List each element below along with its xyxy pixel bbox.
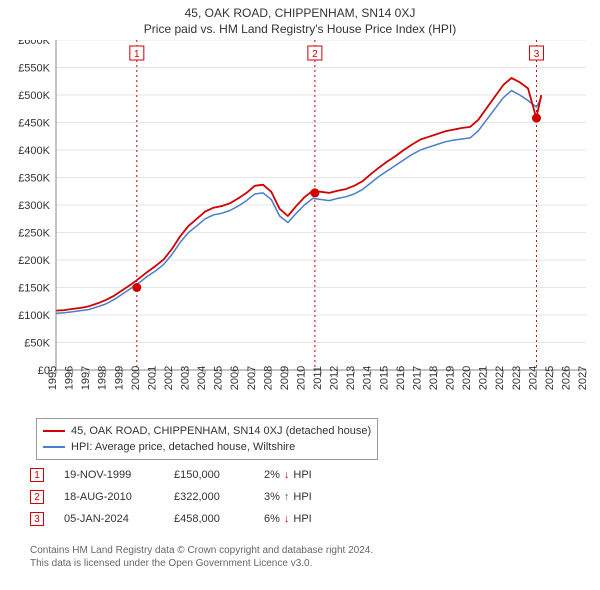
sales-row: 2 18-AUG-2010 £322,000 3%↑HPI bbox=[30, 486, 344, 508]
arrow-down-icon: ↓ bbox=[284, 513, 290, 525]
page-title: 45, OAK ROAD, CHIPPENHAM, SN14 0XJ bbox=[0, 0, 600, 20]
svg-text:2021: 2021 bbox=[478, 366, 490, 390]
svg-text:2017: 2017 bbox=[411, 366, 423, 390]
svg-text:2027: 2027 bbox=[577, 366, 589, 390]
svg-text:2013: 2013 bbox=[345, 366, 357, 390]
svg-text:£450K: £450K bbox=[18, 118, 50, 130]
svg-text:2020: 2020 bbox=[461, 366, 473, 390]
legend-swatch bbox=[43, 430, 65, 432]
svg-text:1996: 1996 bbox=[64, 366, 76, 390]
sale-hpi-delta: 2%↓HPI bbox=[264, 469, 344, 481]
footer-line-1: Contains HM Land Registry data © Crown c… bbox=[30, 544, 373, 557]
sale-date: 19-NOV-1999 bbox=[64, 469, 154, 481]
chart-container: £0£50K£100K£150K£200K£250K£300K£350K£400… bbox=[0, 40, 600, 410]
sale-hpi-delta: 6%↓HPI bbox=[264, 513, 344, 525]
sale-price: £150,000 bbox=[174, 469, 244, 481]
svg-text:2002: 2002 bbox=[163, 366, 175, 390]
svg-text:2024: 2024 bbox=[527, 366, 539, 390]
svg-text:2: 2 bbox=[312, 49, 318, 60]
svg-text:£550K: £550K bbox=[18, 63, 50, 75]
page-subtitle: Price paid vs. HM Land Registry's House … bbox=[0, 20, 600, 40]
svg-text:1: 1 bbox=[134, 49, 140, 60]
sale-marker-id: 3 bbox=[30, 512, 44, 526]
svg-text:2001: 2001 bbox=[146, 366, 158, 390]
legend: 45, OAK ROAD, CHIPPENHAM, SN14 0XJ (deta… bbox=[36, 418, 378, 460]
svg-text:2004: 2004 bbox=[196, 366, 208, 390]
svg-text:2003: 2003 bbox=[180, 366, 192, 390]
legend-row: 45, OAK ROAD, CHIPPENHAM, SN14 0XJ (deta… bbox=[43, 423, 371, 439]
sale-date: 18-AUG-2010 bbox=[64, 491, 154, 503]
svg-text:£200K: £200K bbox=[18, 255, 50, 267]
svg-text:2019: 2019 bbox=[445, 366, 457, 390]
sale-price: £458,000 bbox=[174, 513, 244, 525]
svg-text:1997: 1997 bbox=[80, 366, 92, 390]
sale-price: £322,000 bbox=[174, 491, 244, 503]
svg-text:£400K: £400K bbox=[18, 145, 50, 157]
legend-label: 45, OAK ROAD, CHIPPENHAM, SN14 0XJ (deta… bbox=[71, 423, 371, 439]
svg-text:£150K: £150K bbox=[18, 283, 50, 295]
svg-text:£300K: £300K bbox=[18, 200, 50, 212]
svg-text:2025: 2025 bbox=[544, 366, 556, 390]
svg-text:£350K: £350K bbox=[18, 173, 50, 185]
svg-text:2018: 2018 bbox=[428, 366, 440, 390]
svg-text:£500K: £500K bbox=[18, 90, 50, 102]
svg-text:1998: 1998 bbox=[97, 366, 109, 390]
svg-text:1995: 1995 bbox=[47, 366, 59, 390]
svg-text:3: 3 bbox=[534, 49, 540, 60]
svg-text:£50K: £50K bbox=[24, 338, 50, 350]
svg-text:£100K: £100K bbox=[18, 310, 50, 322]
svg-text:2006: 2006 bbox=[229, 366, 241, 390]
svg-text:2009: 2009 bbox=[279, 366, 291, 390]
svg-text:2014: 2014 bbox=[362, 366, 374, 390]
footer-attribution: Contains HM Land Registry data © Crown c… bbox=[30, 544, 373, 570]
sale-marker-id: 2 bbox=[30, 490, 44, 504]
svg-text:2022: 2022 bbox=[494, 366, 506, 390]
svg-text:2026: 2026 bbox=[560, 366, 572, 390]
svg-text:2000: 2000 bbox=[130, 366, 142, 390]
legend-label: HPI: Average price, detached house, Wilt… bbox=[71, 439, 295, 455]
svg-text:2007: 2007 bbox=[246, 366, 258, 390]
sale-marker-id: 1 bbox=[30, 468, 44, 482]
legend-swatch bbox=[43, 446, 65, 448]
arrow-down-icon: ↓ bbox=[284, 469, 290, 481]
svg-text:2012: 2012 bbox=[329, 366, 341, 390]
legend-row: HPI: Average price, detached house, Wilt… bbox=[43, 439, 371, 455]
svg-text:1999: 1999 bbox=[113, 366, 125, 390]
sales-row: 1 19-NOV-1999 £150,000 2%↓HPI bbox=[30, 464, 344, 486]
sales-row: 3 05-JAN-2024 £458,000 6%↓HPI bbox=[30, 508, 344, 530]
svg-text:2005: 2005 bbox=[213, 366, 225, 390]
svg-text:£250K: £250K bbox=[18, 228, 50, 240]
sale-date: 05-JAN-2024 bbox=[64, 513, 154, 525]
svg-text:2008: 2008 bbox=[262, 366, 274, 390]
svg-text:2016: 2016 bbox=[395, 366, 407, 390]
sale-hpi-delta: 3%↑HPI bbox=[264, 491, 344, 503]
svg-text:2023: 2023 bbox=[511, 366, 523, 390]
svg-text:2015: 2015 bbox=[378, 366, 390, 390]
sales-table: 1 19-NOV-1999 £150,000 2%↓HPI 2 18-AUG-2010 £3… bbox=[30, 464, 344, 530]
svg-text:2011: 2011 bbox=[312, 366, 324, 390]
svg-text:2010: 2010 bbox=[295, 366, 307, 390]
svg-text:£600K: £600K bbox=[18, 40, 50, 47]
footer-line-2: This data is licensed under the Open Gov… bbox=[30, 557, 373, 570]
line-chart: £0£50K£100K£150K£200K£250K£300K£350K£400… bbox=[0, 40, 600, 410]
arrow-up-icon: ↑ bbox=[284, 491, 290, 503]
